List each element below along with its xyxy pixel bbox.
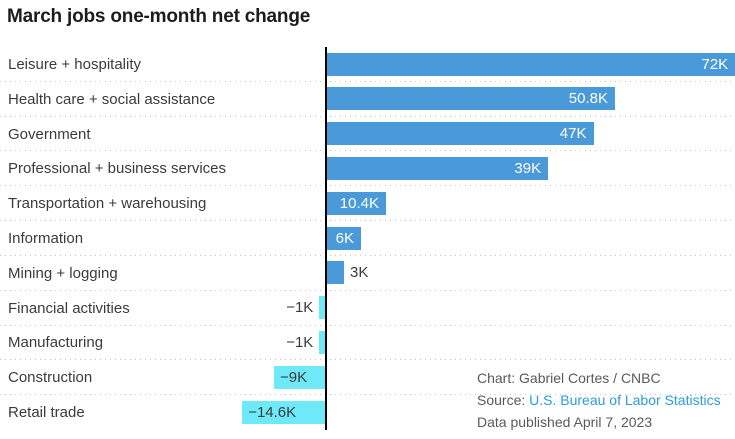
bar-chart: Leisure + hospitality 72K Health care + so… xyxy=(0,47,735,430)
chart-row: Information 6K xyxy=(0,221,735,256)
category-label: Retail trade xyxy=(8,404,85,422)
value-label: −1K xyxy=(286,299,314,317)
category-label: Information xyxy=(8,229,84,247)
category-label: Mining + logging xyxy=(8,264,118,282)
category-label: Manufacturing xyxy=(8,334,104,352)
row-separator xyxy=(0,185,735,187)
chart-row: Leisure + hospitality 72K xyxy=(0,47,735,82)
row-separator xyxy=(0,324,735,326)
negative-bar[interactable] xyxy=(319,296,325,320)
positive-bar[interactable] xyxy=(327,87,615,111)
row-separator xyxy=(0,150,735,152)
category-label: Health care + social assistance xyxy=(8,90,216,108)
row-separator xyxy=(0,254,735,256)
value-label: −9K xyxy=(280,368,308,386)
value-label: 39K xyxy=(514,159,542,177)
row-separator xyxy=(0,115,735,117)
positive-bar[interactable] xyxy=(327,156,549,180)
chart-row: Manufacturing −1K xyxy=(0,326,735,361)
category-label: Government xyxy=(8,125,91,143)
chart-row: Government 47K xyxy=(0,117,735,152)
chart-row: Construction −9K xyxy=(0,360,735,396)
chart-row: Health care + social assistance 50.8K xyxy=(0,82,735,117)
chart-title: March jobs one-month net change xyxy=(7,6,311,27)
value-label: 6K xyxy=(335,229,354,247)
positive-bar[interactable] xyxy=(327,52,735,76)
negative-bar[interactable] xyxy=(242,400,325,424)
chart-row: Financial activities −1K xyxy=(0,291,735,326)
source-link[interactable]: U.S. Bureau of Labor Statistics xyxy=(529,392,721,408)
positive-bar[interactable] xyxy=(327,226,361,250)
row-separator xyxy=(0,359,735,361)
positive-bar[interactable] xyxy=(327,261,344,285)
value-label: −14.6K xyxy=(248,403,297,421)
row-separator xyxy=(0,80,735,82)
source-label: Source: xyxy=(477,392,530,408)
negative-bar[interactable] xyxy=(319,331,325,354)
value-label: 50.8K xyxy=(568,90,608,108)
chart-row: Transportation + warehousing 10.4K xyxy=(0,186,735,222)
category-label: Transportation + warehousing xyxy=(8,195,207,213)
value-label: −1K xyxy=(286,334,314,351)
chart-row: Professional + business services 39K xyxy=(0,151,735,187)
chart-credit: Chart: Gabriel Cortes / CNBC xyxy=(477,370,661,386)
value-label: 3K xyxy=(350,264,369,282)
category-label: Leisure + hospitality xyxy=(8,55,141,73)
positive-bar[interactable] xyxy=(327,122,594,146)
row-separator xyxy=(0,289,735,291)
value-label: 47K xyxy=(559,125,587,143)
chart-row: Mining + logging 3K xyxy=(0,256,735,291)
category-label: Construction xyxy=(8,369,93,387)
category-label: Professional + business services xyxy=(8,160,227,178)
source-line: Source: U.S. Bureau of Labor Statistics xyxy=(477,389,735,411)
zero-axis-line xyxy=(325,47,327,430)
attribution-block: Chart: Gabriel Cortes / CNBC Source: U.S… xyxy=(477,367,735,433)
value-label: 72K xyxy=(701,55,729,73)
value-label: 10.4K xyxy=(339,194,379,212)
negative-bar[interactable] xyxy=(274,365,325,389)
row-separator xyxy=(0,220,735,222)
data-published: Data published April 7, 2023 xyxy=(477,414,653,430)
row-separator xyxy=(0,394,735,396)
chart-row: Retail trade −14.6K xyxy=(0,395,735,430)
category-label: Financial activities xyxy=(8,299,130,317)
positive-bar[interactable] xyxy=(327,191,386,215)
